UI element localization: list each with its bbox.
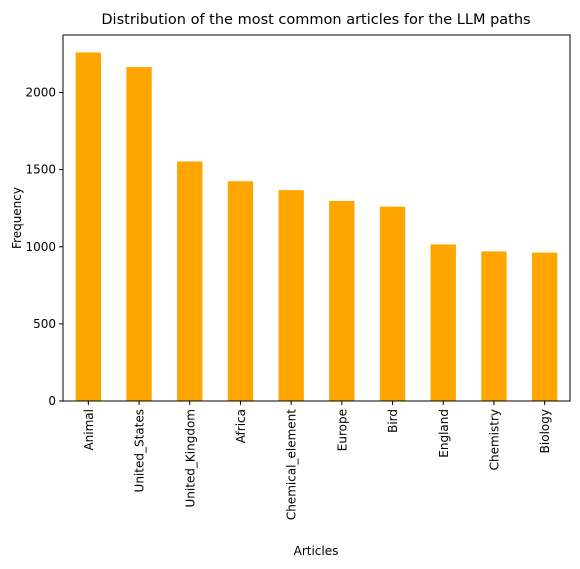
bar-england (430, 244, 456, 401)
bar-animal (75, 52, 102, 402)
y-axis-ticks: 0 500 1000 1500 2000 (25, 86, 63, 408)
x-tick-label: Chemistry (487, 409, 501, 470)
x-tick-label: United_States (133, 409, 147, 492)
y-axis-label: Frequency (10, 187, 24, 249)
bar-chemical-element (278, 190, 304, 401)
bar-bird (379, 206, 406, 401)
y-tick-label: 500 (33, 317, 56, 331)
x-tick-label: Biology (538, 409, 552, 453)
x-axis-ticks: Animal United_States United_Kingdom Africa C… (82, 401, 552, 520)
x-tick-label: Bird (386, 409, 400, 433)
x-tick-label: United_Kingdom (183, 409, 197, 508)
x-tick-label: Chemical_element (285, 409, 299, 520)
y-tick-label: 1500 (25, 163, 56, 177)
bar-biology (531, 252, 558, 401)
x-tick-label: Animal (82, 409, 96, 451)
x-tick-label: Africa (234, 409, 248, 443)
bar-united-kingdom (177, 161, 203, 401)
plot-frame (62, 34, 571, 402)
bar-europe (329, 200, 355, 401)
bar-chemistry (481, 251, 507, 401)
chart-title: Distribution of the most common articles… (101, 12, 530, 28)
bar-united-states (126, 67, 152, 402)
x-tick-label: England (437, 409, 451, 458)
bars-group (75, 52, 558, 402)
x-axis-label: Articles (294, 544, 339, 558)
x-tick-label: Europe (335, 409, 349, 451)
y-tick-label: 2000 (25, 86, 56, 100)
y-tick-label: 1000 (25, 240, 56, 254)
y-tick-label: 0 (48, 394, 56, 408)
bar-africa (227, 181, 254, 401)
